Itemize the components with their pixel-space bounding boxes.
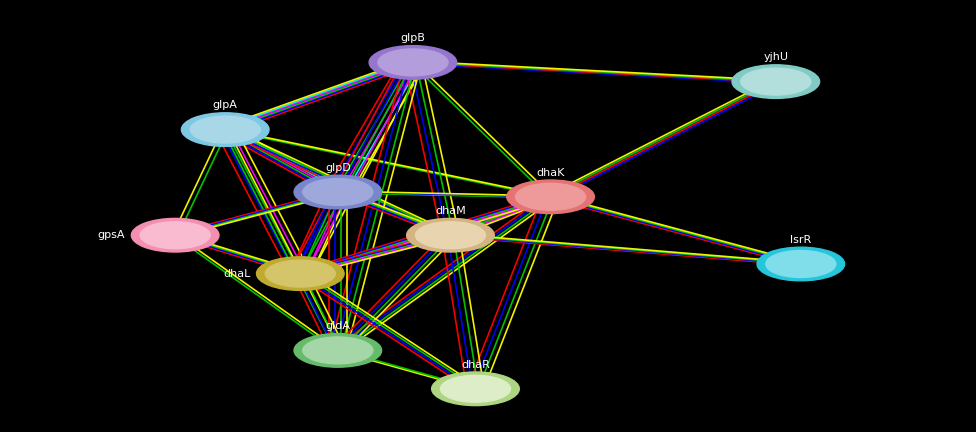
Text: glpD: glpD [325,163,350,173]
Circle shape [303,337,373,364]
Circle shape [141,222,210,249]
Text: dhaM: dhaM [435,206,466,216]
Circle shape [132,219,219,252]
Text: gpsA: gpsA [98,230,125,240]
Circle shape [378,49,448,76]
Circle shape [416,222,485,249]
Text: yjhU: yjhU [763,52,789,62]
Circle shape [369,46,457,79]
Text: dhaK: dhaK [537,168,565,178]
Circle shape [507,180,594,213]
Text: lsrR: lsrR [791,235,811,245]
Circle shape [182,113,269,146]
Circle shape [407,219,494,252]
Circle shape [265,260,336,287]
Text: glpA: glpA [213,100,238,111]
Text: glpB: glpB [400,33,426,43]
Text: gldA: gldA [325,321,350,331]
Circle shape [741,68,811,95]
Circle shape [431,372,519,406]
Text: dhaL: dhaL [223,269,250,279]
Circle shape [190,116,261,143]
Text: dhaR: dhaR [461,359,490,370]
Circle shape [303,178,373,206]
Circle shape [766,251,835,277]
Circle shape [294,334,382,367]
Circle shape [732,65,820,98]
Circle shape [515,183,586,210]
Circle shape [757,247,844,281]
Circle shape [294,175,382,209]
Circle shape [257,257,345,290]
Circle shape [440,375,510,402]
